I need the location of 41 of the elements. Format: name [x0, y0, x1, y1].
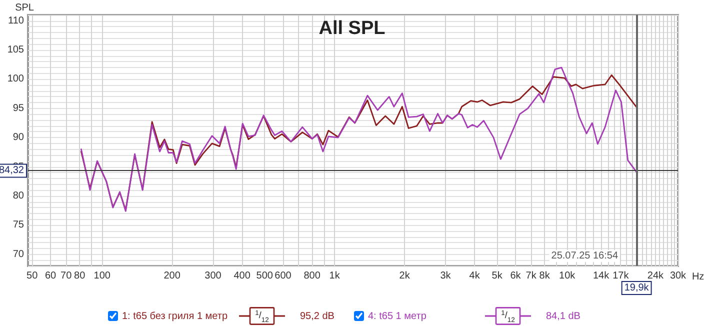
text: 4: t65 1 метр	[368, 310, 428, 322]
ref-line-label: 19,9k	[624, 282, 650, 294]
y-tick-label: 105	[7, 44, 24, 56]
x-tick-label: 7k	[526, 270, 538, 282]
x-tick-label: 6k	[510, 270, 522, 282]
x-tick-label: 1k	[329, 270, 341, 282]
x-tick-label: 400	[234, 270, 251, 282]
x-tick-label: 80	[74, 270, 86, 282]
x-tick-label: 70	[60, 270, 72, 282]
x-tick-label: 300	[204, 270, 222, 282]
y-tick-label: 95	[12, 102, 24, 114]
y-tick-label: 110	[8, 15, 24, 26]
x-tick-label: 200	[164, 270, 181, 282]
x-tick-label: 500	[256, 270, 274, 282]
x-tick-label: 100	[94, 270, 111, 282]
x-tick-label: 800	[304, 270, 321, 282]
x-tick-label: 600	[274, 270, 292, 282]
x-tick-label: 2k	[399, 270, 411, 282]
chart-title: All SPL	[318, 18, 386, 39]
y-tick-label: 70	[12, 248, 24, 260]
x-tick-label: 3k	[440, 270, 452, 282]
x-tick-label: 24k	[647, 270, 665, 282]
x-axis-title: Hz	[692, 272, 704, 282]
y-tick-label: 100	[7, 74, 24, 85]
text: 95,2 dB	[300, 310, 334, 322]
x-tick-label: 50	[26, 270, 38, 282]
x-tick-label: 60	[44, 270, 57, 282]
annotation: 25.07.25 16:54	[551, 250, 618, 262]
legend-label: 1: t65 без гриля 1 метр	[122, 310, 229, 322]
x-tick-label: 5k	[492, 270, 504, 282]
y-axis-title: SPL	[15, 2, 34, 14]
y-tick-label: 75	[12, 220, 24, 231]
x-tick-label: 10k	[559, 270, 576, 282]
y-tick-label: 90	[12, 132, 24, 144]
x-tick-label: 17k	[612, 270, 630, 282]
x-tick-label: 30k	[670, 270, 688, 282]
x-tick-label: 8k	[539, 270, 551, 282]
x-tick-label: 4k	[469, 270, 481, 282]
x-tick-label: 14k	[592, 270, 610, 282]
text: 84,1 dB	[546, 310, 580, 322]
y-tick-label: 80	[12, 190, 24, 202]
